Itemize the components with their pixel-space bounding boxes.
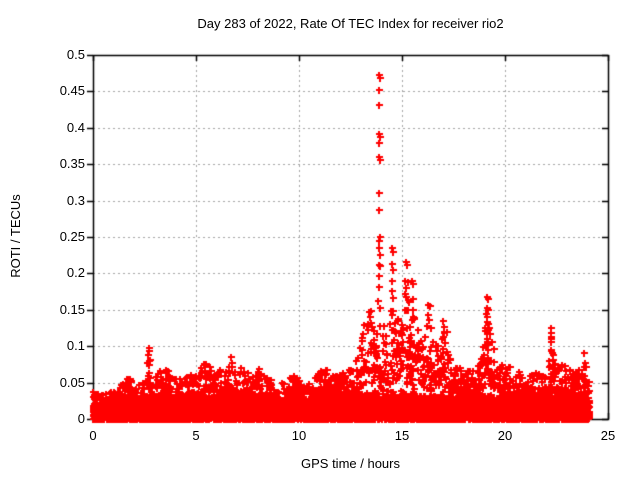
y-tick-label: 0.3	[66, 192, 85, 208]
x-tick-label: 10	[291, 428, 307, 443]
y-tick-label: 0.45	[59, 83, 85, 99]
y-tick-label: 0.15	[59, 301, 85, 317]
x-axis-title: GPS time / hours	[301, 456, 400, 471]
x-tick-label: 5	[192, 428, 200, 443]
y-tick-label: 0.4	[66, 119, 85, 135]
y-tick-label: 0.35	[59, 156, 85, 172]
y-tick-label: 0.05	[59, 374, 85, 390]
x-tick-label: 25	[600, 428, 616, 443]
chart-title: Day 283 of 2022, Rate Of TEC Index for r…	[197, 16, 504, 31]
y-tick-label: 0.1	[66, 338, 85, 354]
y-tick-label: 0.2	[66, 265, 85, 281]
y-tick-label: 0	[77, 411, 85, 426]
x-tick-label: 20	[497, 428, 513, 443]
y-tick-label: 0.25	[59, 229, 85, 244]
y-tick-label: 0.5	[66, 47, 85, 62]
x-tick-label: 15	[394, 428, 410, 443]
x-tick-label: 0	[89, 428, 97, 443]
